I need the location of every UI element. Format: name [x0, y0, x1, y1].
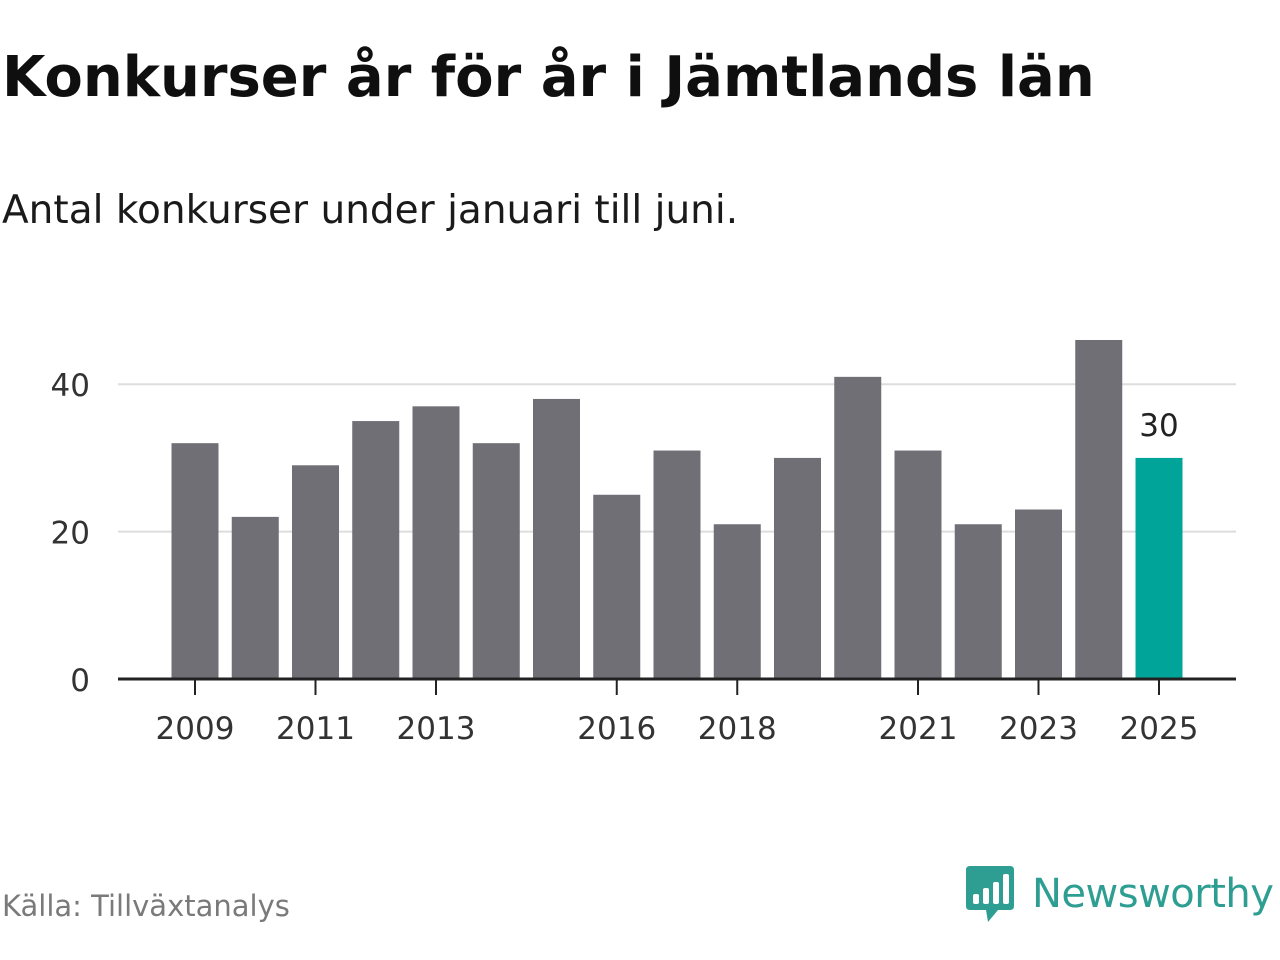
bar-2019 [774, 457, 821, 679]
labels: 0 20 40 2009 2011 2013 2016 2018 2021 2023 2025 30 [51, 368, 1199, 747]
brand-name: Newsworthy [1032, 871, 1274, 917]
x-tick-label-2018: 2018 [698, 711, 777, 747]
bar-2018 [713, 524, 761, 679]
bars [171, 340, 1183, 679]
bar-2011 [292, 465, 339, 679]
bar-2017 [653, 450, 701, 679]
bar-2012 [352, 421, 400, 679]
x-tick-label-2016: 2016 [577, 711, 656, 747]
y-tick-label-20: 20 [51, 516, 90, 552]
x-tick-label-2025: 2025 [1120, 711, 1199, 747]
x-tick-label-2021: 2021 [879, 711, 958, 747]
bar-chart: 0 20 40 2009 2011 2013 2016 2018 2021 2023 2025 30 [51, 340, 1236, 747]
chart-title: Konkurser år för år i Jämtlands län [2, 45, 1095, 110]
x-tick-label-2023: 2023 [999, 711, 1078, 747]
y-tick-label-0: 0 [70, 663, 90, 699]
bar-chart-speech-bubble-icon [966, 866, 1014, 922]
bar-2020 [834, 376, 882, 679]
bar-2009 [171, 443, 219, 679]
x-tick-label-2009: 2009 [156, 711, 235, 747]
source-note: Källa: Tillväxtanalys [2, 889, 290, 923]
x-tick-label-2013: 2013 [397, 711, 476, 747]
data-label-2025: 30 [1139, 408, 1178, 444]
bar-2013 [412, 406, 460, 679]
bar-2014 [472, 443, 520, 679]
bar-2016 [593, 494, 641, 679]
bar-2022 [954, 524, 1002, 679]
bar-2015 [533, 398, 580, 679]
chart-subtitle: Antal konkurser under januari till juni. [2, 188, 739, 233]
bar-2025 [1135, 457, 1183, 679]
y-tick-label-40: 40 [51, 368, 90, 404]
bar-2023 [1015, 509, 1062, 679]
x-tick-label-2011: 2011 [276, 711, 355, 747]
axes [118, 677, 1236, 695]
brand-logo: Newsworthy [964, 864, 1274, 924]
bar-2010 [231, 516, 279, 679]
bar-2021 [894, 450, 942, 679]
bar-2024 [1075, 340, 1123, 679]
